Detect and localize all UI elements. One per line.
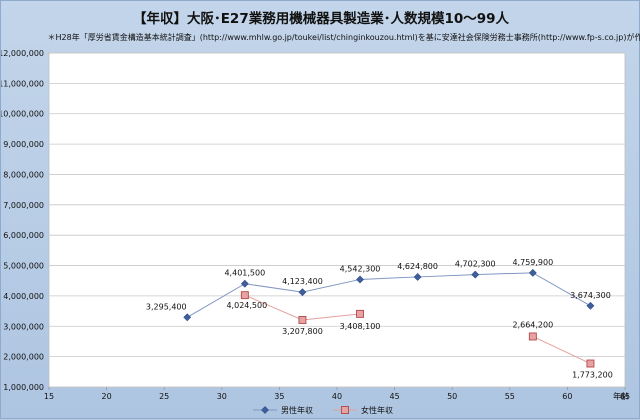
data-label: 1,773,200 — [572, 371, 613, 380]
data-label: 4,624,800 — [397, 262, 438, 271]
data-label: 4,702,300 — [455, 260, 496, 269]
female-point — [586, 359, 595, 368]
x-tick-label: 30 — [217, 392, 227, 401]
y-tick-label: 11,000,000 — [1, 79, 44, 88]
chart-title: 【年収】大阪･E27業務用機械器具製造業･人数規模10～99人 — [133, 10, 510, 27]
y-tick-label: 6,000,000 — [3, 231, 44, 240]
female-point — [356, 309, 364, 318]
y-tick-label: 9,000,000 — [3, 140, 44, 149]
data-label: 4,024,500 — [226, 301, 267, 310]
data-label: 4,759,900 — [512, 258, 553, 267]
x-tick-label: 60 — [562, 392, 572, 401]
x-tick-label: 55 — [505, 392, 515, 401]
data-labels: 3,295,400 4,401,500 4,123,400 4,542,300 4,62… — [146, 258, 613, 380]
female-point — [298, 316, 307, 324]
data-label: 3,674,300 — [570, 291, 611, 300]
male-point — [356, 275, 364, 284]
data-markers — [183, 268, 595, 368]
x-axis-ticks: 15 20 25 30 35 40 45 50 55 60 65 — [44, 387, 630, 401]
y-tick-label: 5,000,000 — [3, 262, 44, 271]
male-point — [240, 279, 249, 288]
data-label: 3,207,800 — [282, 327, 323, 336]
data-label: 2,664,200 — [512, 320, 553, 329]
series-line — [186, 272, 591, 318]
data-label: 4,401,500 — [224, 269, 265, 278]
y-tick-label: 3,000,000 — [3, 322, 44, 331]
series-line — [532, 336, 591, 364]
x-tick-label: 35 — [274, 392, 284, 401]
legend-label: 女性年収 — [361, 405, 393, 415]
male-point — [528, 268, 537, 277]
x-tick-label: 20 — [102, 392, 112, 401]
x-tick-label: 50 — [447, 392, 457, 401]
y-tick-label: 1,000,000 — [3, 383, 44, 392]
y-tick-label: 4,000,000 — [3, 292, 44, 301]
male-point — [298, 288, 307, 297]
x-tick-label: 15 — [44, 392, 54, 401]
x-tick-label: 65 — [620, 392, 630, 401]
y-tick-label: 7,000,000 — [3, 201, 44, 210]
y-tick-label: 2,000,000 — [3, 353, 44, 362]
y-tick-label: 10,000,000 — [1, 110, 44, 119]
female-point — [240, 291, 249, 300]
legend-marker — [341, 406, 349, 414]
legend-label: 男性年収 — [281, 405, 313, 415]
male-point — [183, 313, 192, 322]
legend-marker — [261, 406, 269, 414]
x-axis-label: 年齢 — [613, 391, 629, 401]
female-point — [528, 332, 537, 341]
plot-area — [48, 52, 626, 388]
male-point — [413, 273, 422, 281]
grid-lines — [49, 52, 625, 388]
y-tick-label: 12,000,000 — [1, 49, 44, 58]
chart-subtitle: ＊H28年「厚労省賃金構造基本統計調査」(http://www.mhlw.go.… — [48, 32, 640, 42]
x-tick-label: 40 — [332, 392, 342, 401]
x-tick-label: 25 — [159, 392, 169, 401]
data-label: 4,123,400 — [282, 277, 323, 286]
data-label: 4,542,300 — [340, 264, 381, 273]
male-point — [471, 270, 480, 279]
y-tick-label: 8,000,000 — [3, 170, 44, 179]
data-label: 3,295,400 — [146, 302, 187, 311]
legend: 男性年収 女性年収 — [253, 405, 393, 415]
male-point — [586, 301, 595, 310]
y-axis-ticks: 1,000,000 2,000,000 3,000,000 4,000,000 5,00… — [1, 49, 44, 392]
x-tick-label: 45 — [390, 392, 400, 401]
data-label: 3,408,100 — [340, 322, 381, 331]
